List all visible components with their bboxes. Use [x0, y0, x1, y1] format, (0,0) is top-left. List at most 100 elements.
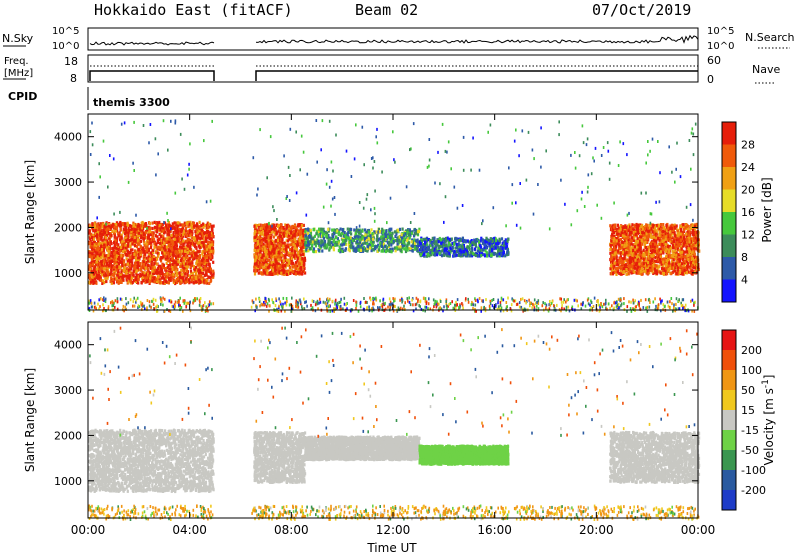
- data-cell: [361, 229, 364, 233]
- data-cell: [198, 249, 201, 253]
- data-cell: [172, 230, 175, 235]
- data-cell: [186, 272, 189, 276]
- data-cell: [209, 244, 212, 248]
- data-cell: [485, 246, 488, 250]
- data-cell: [128, 238, 131, 243]
- data-cell: [200, 271, 203, 275]
- data-cell: [119, 238, 122, 242]
- data-cell: [294, 226, 297, 230]
- data-cell: [380, 244, 383, 248]
- data-cell: [161, 251, 164, 255]
- data-cell: [443, 253, 446, 257]
- data-cell: [263, 270, 266, 275]
- data-cell: [405, 238, 409, 242]
- data-cell: [388, 249, 391, 253]
- data-cell: [442, 243, 445, 247]
- data-cell: [156, 257, 159, 261]
- data-cell: [121, 264, 124, 268]
- data-cell: [423, 252, 426, 256]
- data-cell: [201, 255, 204, 259]
- data-cell: [208, 256, 211, 260]
- data-cell: [99, 252, 102, 256]
- data-cell: [276, 239, 280, 243]
- data-cell: [136, 265, 139, 269]
- data-cell: [211, 273, 214, 277]
- data-cell: [201, 259, 204, 263]
- data-cell: [157, 254, 160, 258]
- data-cell: [171, 242, 174, 247]
- data-cell: [189, 262, 192, 266]
- data-cell: [191, 261, 194, 265]
- data-cell: [160, 256, 164, 260]
- data-cell: [254, 238, 257, 243]
- data-cell: [209, 271, 212, 275]
- data-cell: [263, 247, 267, 251]
- data-cell: [203, 249, 206, 253]
- data-cell: [95, 260, 99, 264]
- data-cell: [171, 226, 174, 230]
- data-cell: [356, 240, 359, 244]
- data-cell: [158, 223, 161, 227]
- data-cell: [285, 234, 288, 238]
- data-cell: [173, 226, 176, 230]
- data-cell: [182, 230, 186, 234]
- data-cell: [88, 255, 91, 259]
- data-cell: [108, 227, 111, 231]
- data-cell: [464, 239, 467, 243]
- data-cell: [436, 250, 439, 254]
- data-cell: [154, 245, 157, 249]
- data-cell: [141, 270, 144, 274]
- data-cell: [187, 233, 190, 237]
- data-cell: [179, 262, 182, 266]
- data-cell: [146, 245, 149, 249]
- data-cell: [443, 239, 446, 244]
- data-cell: [124, 226, 127, 230]
- data-cell: [101, 225, 104, 229]
- data-cell: [129, 264, 132, 268]
- data-cell: [205, 239, 208, 243]
- data-cell: [171, 267, 174, 271]
- data-cell: [150, 243, 153, 247]
- data-cell: [461, 245, 464, 249]
- data-cell: [101, 270, 104, 274]
- data-cell: [117, 276, 120, 280]
- data-cell: [162, 255, 165, 259]
- data-cell: [185, 240, 188, 244]
- data-cell: [110, 224, 113, 228]
- data-cell: [360, 243, 363, 247]
- data-cell: [253, 224, 256, 228]
- data-cell: [207, 241, 210, 245]
- data-cell: [90, 257, 94, 261]
- data-cell: [191, 243, 195, 247]
- data-cell: [202, 276, 205, 280]
- data-cell: [113, 241, 116, 245]
- data-cell: [504, 246, 507, 250]
- data-cell: [149, 230, 152, 234]
- data-cell: [440, 238, 443, 242]
- data-cell: [113, 261, 116, 265]
- data-cell: [193, 251, 197, 256]
- data-cell: [202, 232, 206, 236]
- data-cell: [89, 224, 92, 228]
- data-cell: [199, 238, 202, 242]
- data-cell: [102, 228, 105, 232]
- data-cell: [473, 247, 476, 251]
- data-cell: [147, 231, 150, 235]
- data-cell: [254, 269, 257, 273]
- data-cell: [93, 225, 96, 229]
- data-cell: [198, 256, 201, 260]
- data-cell: [321, 239, 324, 243]
- data-cell: [109, 232, 112, 236]
- data-cell: [88, 280, 91, 284]
- data-cell: [126, 250, 129, 254]
- data-cell: [97, 273, 100, 277]
- data-cell: [146, 276, 149, 280]
- data-cell: [89, 268, 92, 272]
- data-cell: [121, 239, 124, 243]
- data-cell: [103, 259, 106, 263]
- data-cell: [134, 224, 137, 228]
- data-cell: [172, 233, 175, 237]
- data-cell: [208, 250, 211, 254]
- data-cell: [424, 241, 427, 245]
- data-cell: [128, 254, 131, 258]
